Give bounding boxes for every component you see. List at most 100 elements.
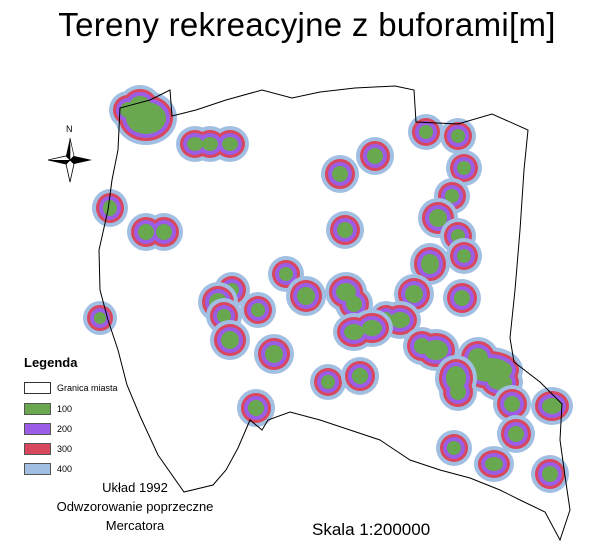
green-area <box>414 338 430 354</box>
recreation-area <box>325 272 373 323</box>
green-area <box>248 400 264 416</box>
recreation-area <box>286 276 326 316</box>
recreation-area <box>254 334 294 374</box>
green-area <box>450 384 466 400</box>
recreation-area <box>326 211 364 249</box>
green-area <box>429 209 447 227</box>
green-area <box>542 398 562 414</box>
green-area <box>367 148 383 164</box>
recreation-area <box>531 387 573 425</box>
recreation-area <box>83 301 117 335</box>
green-area <box>336 283 356 301</box>
green-area <box>321 375 335 389</box>
recreation-area <box>531 455 569 493</box>
scale-label: Skala 1:200000 <box>312 520 431 539</box>
projection-line: Układ 1992 <box>102 480 168 495</box>
recreation-area <box>237 389 275 427</box>
green-area <box>103 200 117 216</box>
recreation-areas <box>83 85 573 493</box>
green-area <box>457 161 471 175</box>
recreation-area <box>436 430 472 466</box>
green-area <box>508 426 524 442</box>
legend-label: 300 <box>57 444 73 454</box>
recreation-area <box>497 415 535 453</box>
green-area <box>202 137 218 151</box>
green-area <box>332 166 348 182</box>
legend-item-city-boundary: Granica miasta <box>24 380 118 396</box>
green-area <box>337 222 353 238</box>
green-area <box>405 285 423 303</box>
legend-item-400: 400 <box>24 461 72 477</box>
legend-item-100: 100 <box>24 401 72 417</box>
legend-label: 200 <box>57 424 73 434</box>
green-area <box>156 224 172 240</box>
green-area <box>468 348 488 368</box>
recreation-area <box>127 213 183 251</box>
green-area <box>421 254 439 274</box>
legend-title: Legenda <box>24 355 78 370</box>
green-area <box>457 249 471 263</box>
recreation-area <box>109 85 177 145</box>
recreation-area <box>356 137 394 175</box>
projection-line: Odwzorowanie poprzeczne <box>56 499 214 514</box>
recreation-area <box>408 114 444 150</box>
recreation-area <box>210 320 250 360</box>
green-area <box>485 457 503 471</box>
green-area <box>265 345 283 363</box>
green-area <box>217 309 231 323</box>
legend-swatch <box>24 382 51 394</box>
green-area <box>138 224 154 240</box>
green-area <box>94 312 106 324</box>
recreation-area <box>333 309 393 351</box>
green-area <box>279 267 293 281</box>
green-area <box>446 366 466 390</box>
green-area <box>424 340 448 360</box>
green-area <box>445 189 459 203</box>
recreation-area <box>240 292 276 328</box>
green-area <box>120 102 136 118</box>
north-label: N <box>66 124 73 134</box>
projection-info: Układ 1992 Odwzorowanie poprzeczne Merca… <box>40 478 230 535</box>
recreation-area <box>410 243 450 285</box>
green-area <box>419 125 433 139</box>
green-area <box>504 396 520 412</box>
green-area <box>454 290 470 306</box>
green-area <box>447 441 461 455</box>
legend-label: Granica miasta <box>57 383 118 393</box>
recreation-area <box>341 357 379 395</box>
recreation-area <box>443 279 481 317</box>
north-arrow-icon <box>47 137 92 183</box>
recreation-area <box>446 150 482 186</box>
recreation-area <box>92 189 128 227</box>
legend-swatch <box>24 463 51 475</box>
green-area <box>542 466 558 482</box>
legend-swatch <box>24 403 51 415</box>
recreation-area <box>446 238 482 274</box>
legend-item-300: 300 <box>24 441 72 457</box>
recreation-area <box>474 446 514 482</box>
legend-label: 100 <box>57 404 73 414</box>
green-area <box>362 320 382 336</box>
legend-swatch <box>24 423 51 435</box>
projection-line: Mercatora <box>105 518 165 533</box>
recreation-area <box>310 364 346 400</box>
green-area <box>297 287 315 305</box>
green-area <box>346 296 362 312</box>
green-area <box>390 312 410 328</box>
recreation-area <box>176 126 249 162</box>
map-title: Tereny rekreacyjne z buforami[m] <box>58 6 556 43</box>
green-area <box>352 368 368 384</box>
green-area <box>222 137 238 151</box>
green-area <box>221 331 239 349</box>
legend-label: 400 <box>57 464 73 474</box>
legend-swatch <box>24 443 51 455</box>
recreation-area <box>440 118 476 154</box>
recreation-area <box>435 355 477 411</box>
green-area <box>451 129 465 143</box>
city-boundary <box>98 85 571 542</box>
green-area <box>344 324 364 340</box>
recreation-area <box>321 155 359 193</box>
legend-item-200: 200 <box>24 421 72 437</box>
green-area <box>187 137 203 151</box>
